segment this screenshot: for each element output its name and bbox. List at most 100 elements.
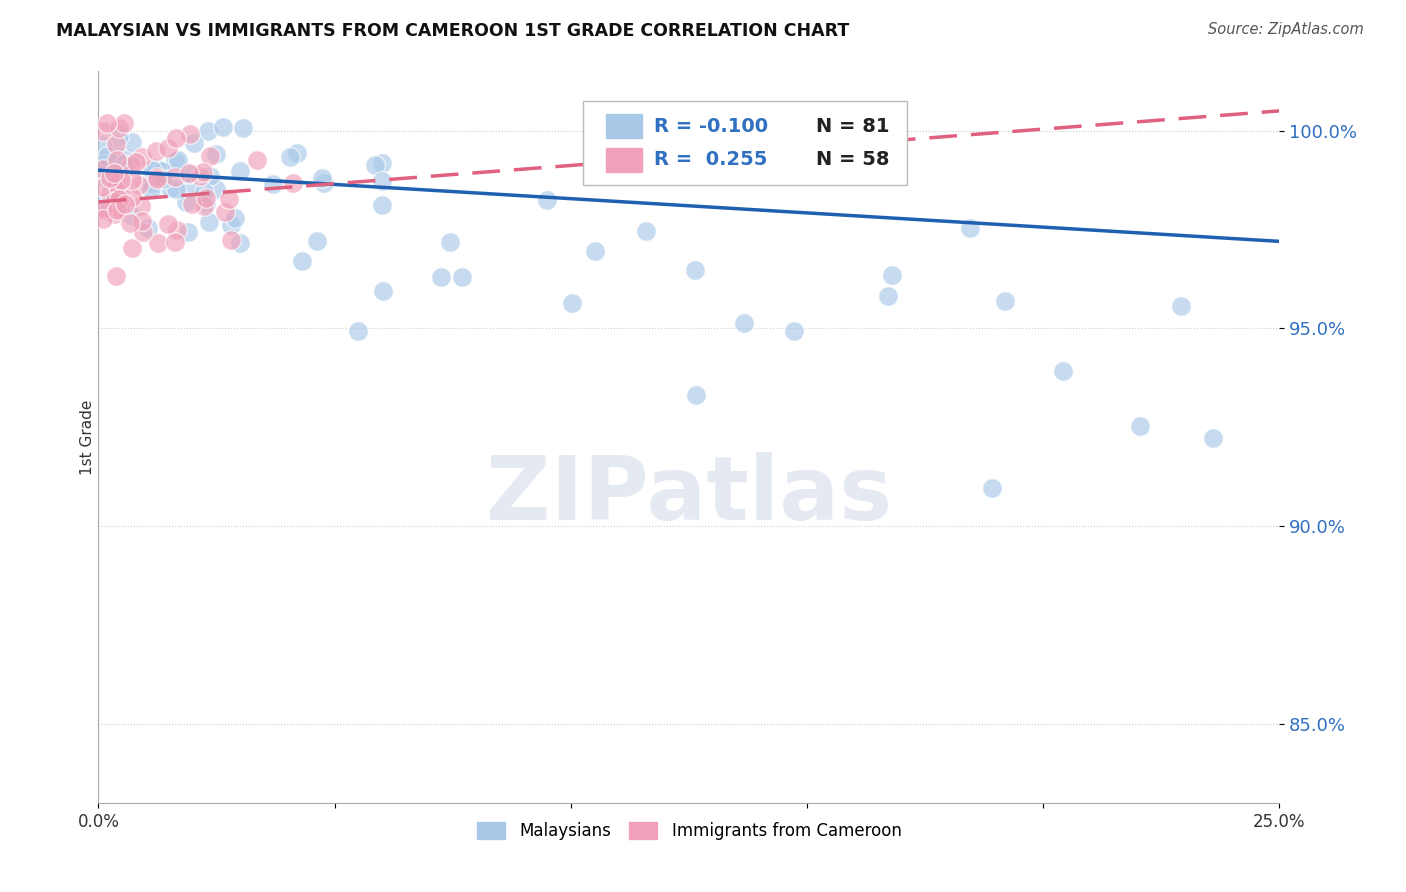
Point bbox=[291, 253, 314, 268]
Point bbox=[959, 221, 981, 235]
Point bbox=[141, 163, 163, 178]
Point bbox=[200, 149, 222, 163]
Point bbox=[107, 185, 129, 199]
Point bbox=[91, 195, 114, 210]
Point bbox=[229, 164, 252, 178]
Point bbox=[364, 158, 387, 172]
Point bbox=[980, 481, 1002, 495]
Point bbox=[96, 116, 118, 130]
Point bbox=[198, 169, 221, 183]
Point bbox=[107, 120, 129, 135]
Text: R = -0.100: R = -0.100 bbox=[654, 117, 768, 136]
Text: MALAYSIAN VS IMMIGRANTS FROM CAMEROON 1ST GRADE CORRELATION CHART: MALAYSIAN VS IMMIGRANTS FROM CAMEROON 1S… bbox=[56, 22, 849, 40]
Point bbox=[146, 171, 169, 186]
Point bbox=[98, 170, 121, 185]
Point bbox=[103, 166, 125, 180]
Point bbox=[121, 135, 143, 149]
Point bbox=[120, 216, 142, 230]
Point bbox=[204, 147, 226, 161]
Point bbox=[245, 153, 267, 168]
Point bbox=[1201, 431, 1223, 445]
Text: R =  0.255: R = 0.255 bbox=[654, 151, 766, 169]
Point bbox=[163, 235, 186, 249]
FancyBboxPatch shape bbox=[606, 114, 641, 138]
Point bbox=[177, 225, 200, 239]
Point bbox=[561, 296, 583, 310]
Point bbox=[146, 170, 169, 185]
Point bbox=[165, 182, 187, 196]
Point bbox=[108, 129, 131, 144]
Point bbox=[371, 284, 394, 298]
Text: N = 81: N = 81 bbox=[817, 117, 890, 136]
Point bbox=[145, 144, 167, 158]
Y-axis label: 1st Grade: 1st Grade bbox=[80, 400, 94, 475]
Point bbox=[876, 288, 898, 302]
Point bbox=[218, 192, 240, 206]
Point bbox=[159, 181, 181, 195]
Point bbox=[131, 150, 153, 164]
FancyBboxPatch shape bbox=[606, 148, 641, 172]
Point bbox=[139, 182, 162, 196]
Point bbox=[156, 217, 179, 231]
Point bbox=[131, 214, 153, 228]
Point bbox=[221, 218, 243, 232]
Point bbox=[214, 205, 236, 219]
Point bbox=[121, 173, 143, 187]
Point bbox=[91, 162, 114, 177]
Point bbox=[174, 195, 197, 210]
Point bbox=[117, 152, 139, 166]
Point bbox=[232, 120, 254, 135]
Point bbox=[129, 199, 152, 213]
Point bbox=[194, 197, 217, 211]
Point bbox=[125, 155, 148, 169]
Point bbox=[177, 166, 200, 180]
Point bbox=[146, 236, 169, 251]
Point bbox=[733, 316, 755, 330]
Point bbox=[165, 130, 187, 145]
Point bbox=[197, 124, 219, 138]
Point bbox=[194, 191, 217, 205]
Point bbox=[179, 127, 201, 141]
Point bbox=[114, 197, 136, 211]
Point bbox=[156, 141, 179, 155]
Point bbox=[128, 178, 150, 192]
Point bbox=[1052, 364, 1074, 378]
Point bbox=[91, 202, 114, 216]
Text: Source: ZipAtlas.com: Source: ZipAtlas.com bbox=[1208, 22, 1364, 37]
Point bbox=[314, 176, 336, 190]
Point bbox=[536, 193, 558, 207]
Point bbox=[371, 156, 394, 170]
Point bbox=[198, 215, 221, 229]
Point bbox=[91, 157, 114, 171]
Point bbox=[103, 175, 125, 189]
Point bbox=[305, 235, 328, 249]
Point bbox=[104, 146, 127, 161]
Point bbox=[97, 173, 120, 187]
Point bbox=[347, 324, 370, 338]
Point bbox=[105, 203, 128, 218]
Point bbox=[91, 163, 114, 178]
Point bbox=[191, 165, 214, 179]
Point bbox=[183, 136, 205, 151]
Point bbox=[224, 211, 246, 225]
Point bbox=[1129, 418, 1152, 433]
Point bbox=[91, 124, 114, 138]
Point bbox=[167, 153, 190, 167]
Point bbox=[120, 158, 142, 172]
Point bbox=[166, 223, 188, 237]
Point bbox=[108, 202, 131, 216]
Point bbox=[145, 161, 167, 176]
Point bbox=[150, 164, 173, 178]
Point bbox=[103, 166, 125, 180]
Point bbox=[311, 171, 333, 186]
Point bbox=[278, 150, 301, 164]
Text: N = 58: N = 58 bbox=[817, 151, 890, 169]
Point bbox=[371, 198, 394, 212]
FancyBboxPatch shape bbox=[582, 101, 907, 185]
Point bbox=[165, 169, 187, 184]
Point bbox=[121, 190, 143, 204]
Point bbox=[429, 270, 451, 285]
Point bbox=[212, 120, 235, 134]
Point bbox=[1170, 299, 1192, 313]
Point bbox=[228, 235, 250, 250]
